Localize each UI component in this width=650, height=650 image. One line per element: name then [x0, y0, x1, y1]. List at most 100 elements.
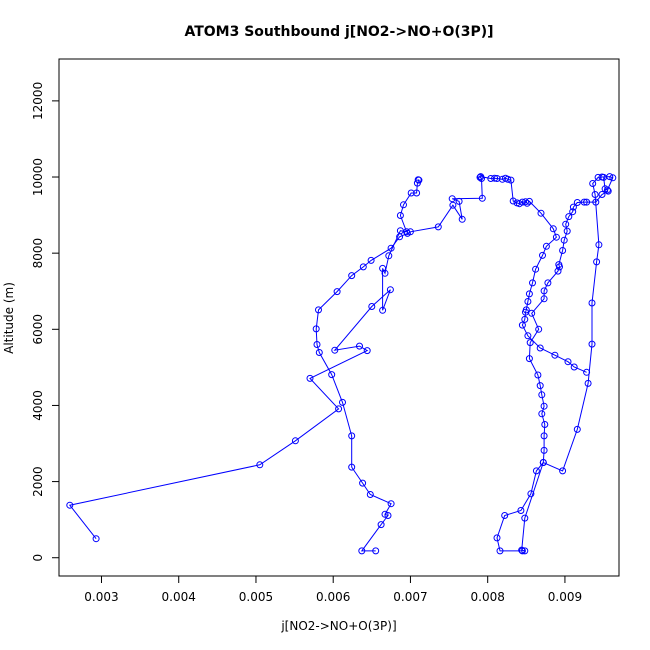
data-point	[372, 547, 380, 555]
data-point	[573, 199, 581, 206]
x-tick-label: 0.009	[548, 590, 582, 604]
data-point	[400, 201, 407, 209]
data-point	[521, 315, 529, 323]
data-point	[339, 398, 346, 406]
data-point	[448, 195, 456, 203]
data-point	[588, 340, 596, 348]
data-point	[434, 223, 442, 231]
data-point	[367, 256, 375, 264]
data-point	[538, 391, 546, 399]
data-point	[593, 258, 601, 266]
data-point	[518, 321, 526, 329]
data-point	[532, 467, 540, 475]
data-point	[526, 339, 534, 347]
data-point	[478, 194, 486, 202]
data-point	[521, 547, 529, 555]
data-point	[583, 368, 591, 376]
data-point	[449, 201, 457, 209]
data-point	[498, 175, 506, 183]
data-point	[507, 176, 515, 184]
data-point	[306, 374, 314, 382]
data-point	[529, 279, 536, 287]
data-point	[527, 490, 535, 498]
data-point	[476, 173, 484, 181]
data-point	[542, 242, 550, 250]
data-point	[540, 295, 548, 303]
data-point	[358, 547, 366, 555]
series-line	[521, 176, 614, 552]
data-point	[407, 189, 415, 197]
x-axis-label: j[NO2->NO+O(3P)]	[280, 619, 396, 633]
data-point	[396, 233, 404, 241]
y-tick-label: 8000	[31, 238, 45, 269]
data-point	[555, 261, 563, 269]
data-point	[458, 215, 466, 223]
data-point	[522, 308, 529, 316]
data-point	[569, 208, 577, 216]
series-line	[521, 201, 587, 373]
data-point	[539, 459, 547, 466]
data-point	[312, 325, 320, 333]
data-point	[521, 514, 529, 522]
data-point	[588, 299, 596, 307]
data-point	[560, 236, 568, 244]
data-point	[540, 432, 548, 440]
data-point	[538, 410, 546, 418]
x-tick-label: 0.007	[393, 590, 427, 604]
data-point	[541, 421, 549, 428]
data-point	[549, 225, 557, 233]
data-point	[609, 174, 617, 182]
data-point	[601, 185, 609, 193]
data-point	[518, 546, 526, 554]
y-tick-label: 4000	[31, 390, 45, 421]
data-point	[580, 198, 588, 206]
data-point	[385, 252, 393, 260]
y-axis: 0 2000 4000 6000 8000 10000 12000	[31, 82, 59, 562]
data-point	[591, 191, 599, 198]
data-point	[496, 547, 504, 555]
data-point	[563, 227, 571, 235]
data-point	[536, 344, 544, 352]
data-point	[381, 510, 389, 518]
data-point	[501, 512, 509, 519]
data-point	[564, 358, 572, 366]
x-tick-label: 0.005	[239, 590, 273, 604]
data-point	[534, 371, 542, 379]
data-point	[544, 279, 552, 287]
data-point	[559, 467, 567, 475]
data-point	[333, 288, 341, 296]
data-point	[493, 175, 501, 182]
data-point	[477, 173, 485, 181]
data-point	[348, 463, 356, 471]
data-point	[381, 269, 389, 277]
data-point	[256, 461, 264, 469]
data-point	[598, 191, 606, 198]
data-point	[600, 173, 608, 181]
data-point	[540, 287, 548, 295]
data-point	[583, 198, 591, 206]
data-point	[331, 346, 339, 354]
chart-title: ATOM3 Southbound j[NO2->NO+O(3P)]	[184, 24, 493, 40]
x-axis: 0.003 0.004 0.005 0.006 0.007 0.008 0.009	[84, 576, 582, 604]
data-point	[315, 349, 323, 356]
data-point	[518, 198, 526, 206]
y-tick-label: 6000	[31, 314, 45, 345]
y-tick-label: 10000	[31, 158, 45, 196]
data-point	[359, 479, 367, 487]
data-point	[522, 198, 529, 206]
data-point	[524, 332, 532, 340]
data-point	[328, 371, 336, 379]
data-point	[540, 402, 548, 410]
data-point	[66, 501, 74, 509]
data-point	[377, 521, 385, 529]
data-point	[525, 355, 533, 363]
data-point	[532, 265, 540, 273]
data-point	[406, 228, 414, 236]
series-line	[68, 179, 420, 540]
series-line	[496, 190, 609, 552]
data-point	[356, 342, 363, 350]
y-tick-label: 0	[31, 554, 45, 562]
data-point	[569, 203, 577, 211]
data-point	[562, 220, 570, 228]
data-point	[387, 500, 395, 508]
